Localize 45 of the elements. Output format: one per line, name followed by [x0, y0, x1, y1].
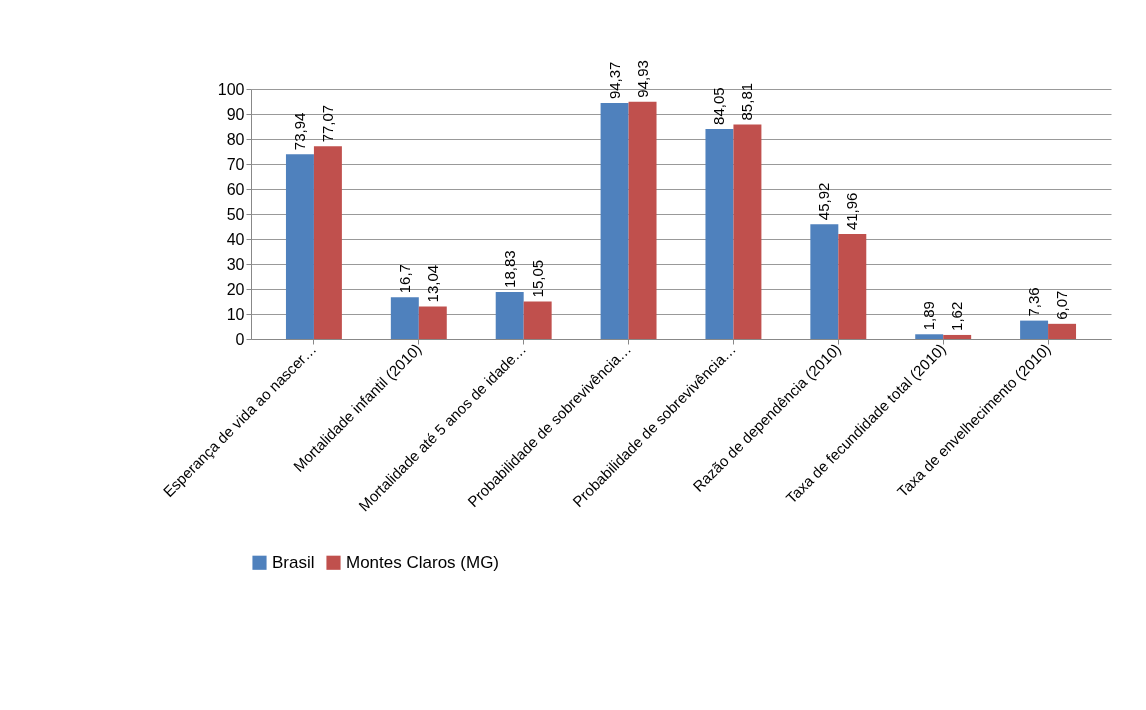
- bar: [523, 301, 552, 339]
- legend-label: Montes Claros (MG): [346, 552, 500, 572]
- data-label: 77,07: [318, 104, 336, 143]
- y-tick-label: 40: [226, 230, 245, 248]
- y-tick-label: 80: [226, 130, 245, 148]
- bar: [705, 128, 734, 339]
- bar: [390, 297, 419, 339]
- data-label: 7,36: [1025, 287, 1043, 317]
- bar: [628, 101, 657, 339]
- data-label: 1,62: [948, 301, 966, 331]
- data-label: 15,05: [528, 259, 546, 298]
- bar: [810, 224, 839, 339]
- bar: [915, 334, 944, 339]
- data-label: 45,92: [815, 182, 833, 221]
- data-label: 16,7: [395, 264, 413, 294]
- y-tick-label: 30: [226, 255, 245, 273]
- data-label: 6,07: [1053, 290, 1071, 320]
- data-label: 85,81: [738, 82, 756, 121]
- data-label: 73,94: [290, 112, 308, 151]
- data-label: 41,96: [843, 192, 861, 231]
- bar: [495, 291, 524, 339]
- y-tick-label: 10: [226, 305, 245, 323]
- data-label: 18,83: [500, 250, 518, 288]
- bar: [285, 154, 314, 339]
- y-tick-label: 70: [226, 155, 245, 173]
- y-tick-label: 90: [226, 105, 245, 123]
- y-tick-label: 0: [235, 330, 245, 348]
- data-label: 94,37: [605, 61, 623, 100]
- y-tick-label: 60: [226, 180, 245, 198]
- bar: [1020, 320, 1049, 339]
- data-label: 13,04: [423, 264, 441, 303]
- data-label: 84,05: [710, 87, 728, 125]
- bar: [313, 146, 342, 339]
- legend-label: Brasil: [272, 552, 315, 572]
- bar: [733, 124, 762, 339]
- bar: [943, 334, 972, 339]
- y-tick-label: 100: [217, 80, 245, 98]
- data-label: 1,89: [920, 301, 938, 331]
- y-tick-label: 20: [226, 280, 245, 298]
- bar: [600, 103, 629, 339]
- bar: [838, 234, 867, 339]
- bar: [418, 306, 447, 339]
- data-label: 94,93: [633, 60, 651, 98]
- bar: [1048, 323, 1077, 339]
- y-tick-label: 50: [226, 205, 245, 223]
